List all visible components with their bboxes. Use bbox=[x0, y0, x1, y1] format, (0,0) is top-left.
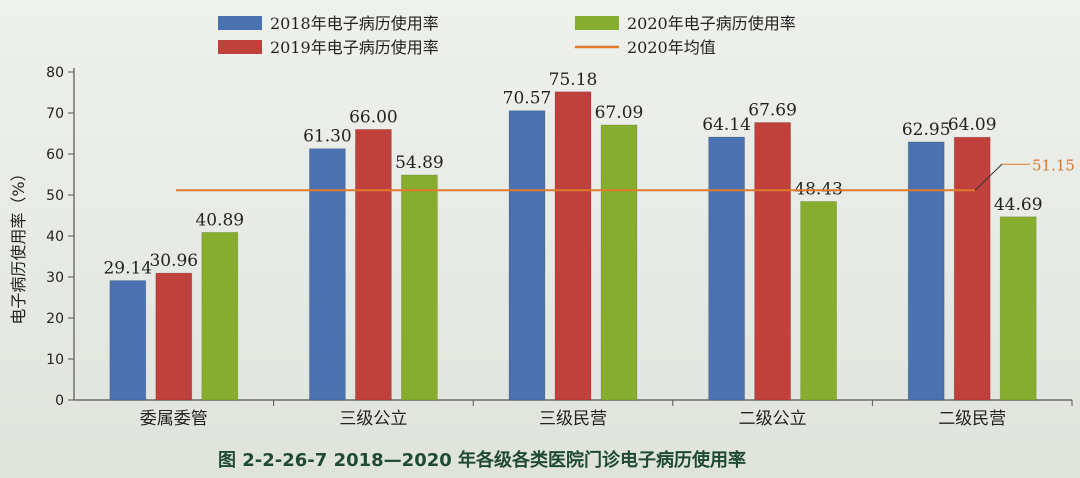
legend: 2018年电子病历使用率 2019年电子病历使用率 2020年电子病历使用率 2020… bbox=[218, 14, 796, 57]
y-tick-label: 70 bbox=[46, 106, 64, 122]
legend-swatch bbox=[575, 16, 619, 30]
bar-value-label: 67.69 bbox=[748, 100, 797, 120]
bar-value-label: 40.89 bbox=[195, 210, 244, 230]
bar-value-label: 62.95 bbox=[902, 120, 951, 140]
bar-1-2 bbox=[554, 91, 592, 401]
y-tick-label: 40 bbox=[46, 229, 64, 245]
legend-item-label: 2019年电子病历使用率 bbox=[270, 38, 439, 57]
y-tick-label: 80 bbox=[46, 65, 64, 81]
average-value-label: 51.15 bbox=[1032, 156, 1075, 174]
bar-value-label: 44.69 bbox=[994, 195, 1043, 215]
bar-value-label: 29.14 bbox=[103, 259, 152, 279]
bar-value-label: 75.18 bbox=[549, 70, 598, 90]
bar-1-3 bbox=[754, 122, 791, 401]
bar-value-label: 64.14 bbox=[702, 115, 751, 135]
y-tick-label: 0 bbox=[55, 393, 64, 409]
bar-0-0 bbox=[109, 280, 147, 401]
bar-1-1 bbox=[354, 128, 392, 401]
x-category-label: 二级公立 bbox=[739, 409, 807, 429]
bar-value-label: 54.89 bbox=[395, 153, 444, 173]
bar-value-label: 70.57 bbox=[503, 89, 552, 109]
x-category-label: 三级公立 bbox=[339, 409, 407, 429]
bar-value-label: 61.30 bbox=[303, 127, 352, 147]
bar-0-1 bbox=[308, 148, 346, 401]
bar-0-2 bbox=[508, 110, 546, 401]
bar-0-4 bbox=[907, 141, 945, 401]
x-category-label: 二级民营 bbox=[938, 409, 1006, 429]
bar-2-1 bbox=[400, 174, 438, 401]
bar-1-4 bbox=[953, 136, 991, 401]
bar-2-4 bbox=[999, 216, 1037, 401]
axes: 0 10 20 30 40 50 60 70 80 委属委管 三级公立 三级民营 二级公立 二级民营 bbox=[46, 65, 1073, 429]
bar-2-2 bbox=[600, 124, 638, 401]
x-category-label: 委属委管 bbox=[140, 409, 208, 429]
bar-value-label: 30.96 bbox=[149, 251, 198, 271]
y-tick-label: 60 bbox=[46, 147, 64, 163]
legend-swatch bbox=[218, 16, 262, 30]
y-tick-label: 20 bbox=[46, 311, 64, 327]
y-tick-label: 30 bbox=[46, 270, 64, 286]
y-tick-label: 10 bbox=[46, 352, 64, 368]
bar-value-label: 67.09 bbox=[595, 103, 644, 123]
average-leader-line bbox=[974, 163, 1003, 191]
bar-2-3 bbox=[800, 201, 837, 401]
y-tick-label: 50 bbox=[46, 188, 64, 204]
average-line-group: 51.15 bbox=[176, 156, 1075, 192]
bar-value-label: 64.09 bbox=[948, 115, 997, 135]
bar-0-3 bbox=[708, 136, 745, 401]
bar-value-label: 66.00 bbox=[349, 107, 398, 127]
x-category-label: 三级民营 bbox=[539, 409, 607, 429]
legend-item-label: 2020年电子病历使用率 bbox=[627, 14, 796, 33]
y-axis-label: 电子病历使用率（%） bbox=[9, 165, 28, 324]
legend-item-label: 2020年均值 bbox=[627, 38, 716, 57]
bar-2-0 bbox=[201, 231, 239, 401]
legend-item-label: 2018年电子病历使用率 bbox=[270, 14, 439, 33]
bar-1-0 bbox=[155, 272, 193, 401]
figure-caption: 图 2-2-26-7 2018—2020 年各级各类医院门诊电子病历使用率 bbox=[218, 449, 746, 471]
legend-swatch bbox=[218, 40, 262, 54]
